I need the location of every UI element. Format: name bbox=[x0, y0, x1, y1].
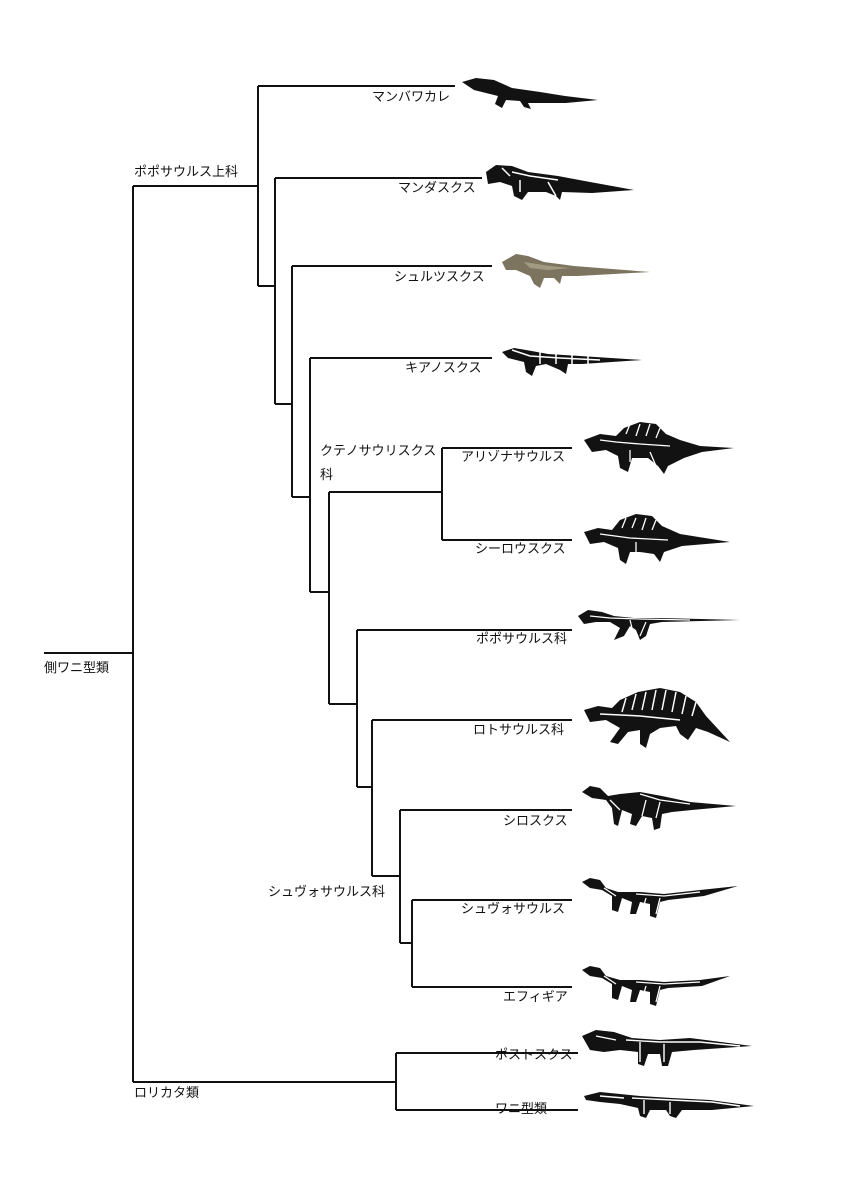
tree-branches bbox=[44, 85, 578, 1111]
clade-label-shuvosauridae: シュヴォサウルス科 bbox=[268, 885, 386, 900]
taxon-label-shuvosaurus: シュヴォサウルス bbox=[461, 902, 566, 917]
poposaurus-skeletal-icon bbox=[578, 610, 740, 640]
root-label: 側ワニ型類 bbox=[44, 661, 110, 676]
taxon-label-effigia: エフィギア bbox=[503, 990, 568, 1005]
taxon-label-crocodylomorpha: ワニ型類 bbox=[495, 1102, 548, 1117]
mandasuchus-skeletal-icon bbox=[486, 165, 634, 200]
arizonasaurus-skeletal-icon bbox=[584, 422, 734, 474]
taxon-label-sillosuchus: シロスクス bbox=[503, 814, 568, 829]
effigia-skeletal-icon bbox=[582, 966, 730, 1006]
xilousuchus-skeletal-icon bbox=[584, 514, 730, 564]
clade-label-ctenosauriscidae: クテノサウリスクス科 bbox=[320, 444, 437, 483]
taxon-label-poposauridae: ポポサウルス科 bbox=[476, 632, 568, 647]
crocodylomorph-skeletal-icon bbox=[584, 1092, 754, 1118]
mambawakale-silhouette-icon bbox=[462, 78, 598, 109]
qianosuchus-skeletal-icon bbox=[502, 348, 642, 376]
taxon-label-postosuchus: ポストスクス bbox=[495, 1048, 573, 1063]
shuvosaurus-skeletal-icon bbox=[582, 878, 738, 918]
taxon-label-mambawakale: マンバワカレ bbox=[372, 90, 451, 105]
clade-label-loricata: ロリカタ類 bbox=[134, 1086, 200, 1101]
taxon-label-schultzsuchus: シュルツスクス bbox=[394, 270, 485, 285]
postosuchus-skeletal-icon bbox=[582, 1030, 752, 1066]
taxon-label-xilousuchus: シーロウスクス bbox=[475, 542, 566, 557]
taxon-label-arizonasaurus: アリゾナサウルス bbox=[461, 450, 566, 465]
taxon-label-qianosuchus: キアノスクス bbox=[405, 361, 482, 376]
clade-label-poposauroidea: ポポサウルス上科 bbox=[134, 165, 239, 180]
lotosaurus-skeletal-icon bbox=[584, 688, 730, 748]
sillosuchus-skeletal-icon bbox=[582, 786, 736, 830]
taxon-label-mandasuchus: マンダスクス bbox=[398, 181, 476, 196]
taxon-label-lotosauridae: ロトサウルス科 bbox=[473, 723, 565, 738]
schultzsuchus-life-restoration-icon bbox=[502, 254, 650, 288]
